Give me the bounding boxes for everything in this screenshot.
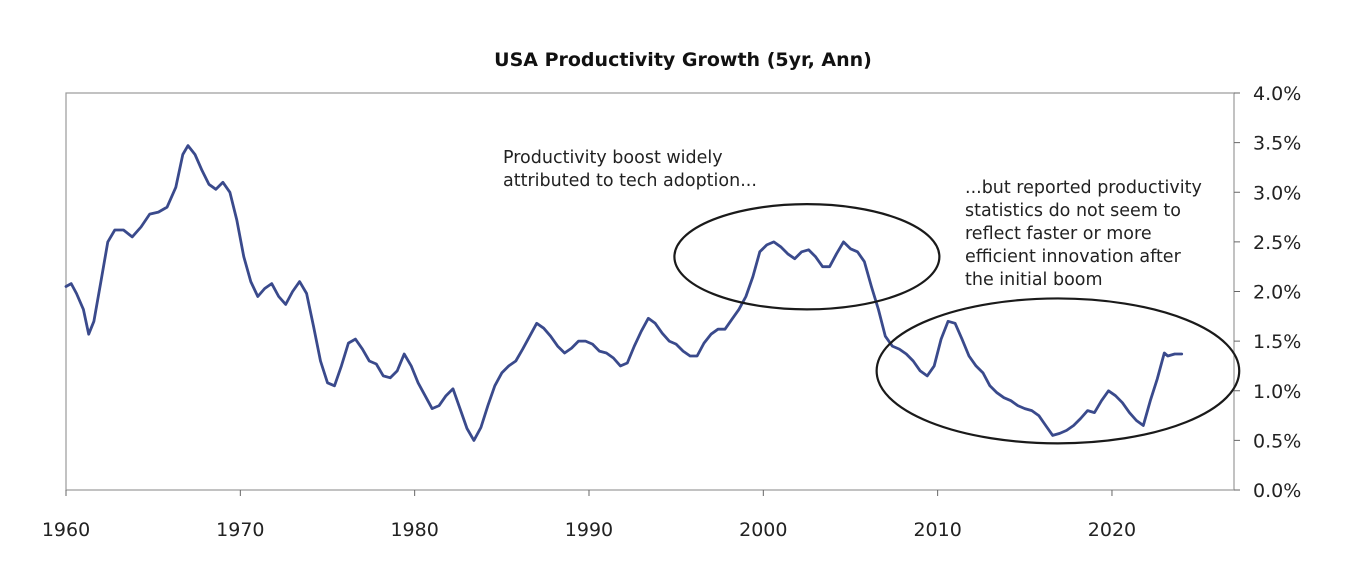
y-tick-label: 1.5% (1253, 331, 1301, 353)
annotation-text: ...but reported productivity (965, 178, 1202, 198)
x-tick-label: 1980 (390, 519, 438, 541)
highlight-ellipse (875, 297, 1241, 445)
y-tick-label: 2.0% (1253, 282, 1301, 304)
y-tick-label: 3.5% (1253, 133, 1301, 155)
annotation-text: reflect faster or more (965, 224, 1152, 244)
y-axis: 0.0% 0.5% 1.0% 1.5% 2.0% 2.5% 3.0% 3.5% 4.0% (1234, 83, 1301, 502)
x-tick-label: 1990 (565, 519, 613, 541)
annotation-text: attributed to tech adoption... (503, 171, 757, 191)
x-axis: 1960 1970 1980 1990 2000 2010 2020 (42, 490, 1136, 541)
y-tick-label: 4.0% (1253, 83, 1301, 105)
y-tick-label: 2.5% (1253, 232, 1301, 254)
x-tick-label: 2020 (1088, 519, 1136, 541)
annotation-text: Productivity boost widely (503, 148, 723, 168)
series-layer (64, 144, 1184, 442)
y-tick-label: 3.0% (1253, 182, 1301, 204)
x-tick-label: 2000 (739, 519, 787, 541)
highlight-ellipse (673, 203, 941, 311)
annotation-text: statistics do not seem to (965, 201, 1181, 221)
annotation-text: the initial boom (965, 270, 1103, 290)
x-tick-label: 1960 (42, 519, 90, 541)
annotation-layer: Productivity boost widely attributed to t… (503, 148, 1241, 445)
annotation-text: efficient innovation after (965, 247, 1182, 267)
x-tick-label: 1970 (216, 519, 264, 541)
y-tick-label: 0.0% (1253, 480, 1301, 502)
x-tick-label: 2010 (913, 519, 961, 541)
chart-title: USA Productivity Growth (5yr, Ann) (494, 49, 872, 71)
y-tick-label: 0.5% (1253, 430, 1301, 452)
series-line (64, 144, 1184, 442)
y-tick-label: 1.0% (1253, 381, 1301, 403)
